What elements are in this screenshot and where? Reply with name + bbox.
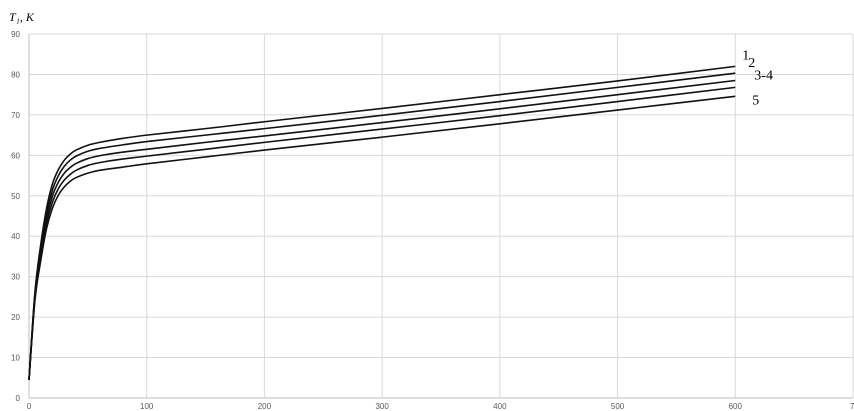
- y-tick-label: 70: [11, 111, 20, 120]
- y-axis-label: T₁, K: [9, 10, 35, 24]
- series-label: 2: [748, 56, 755, 71]
- y-tick-label: 20: [11, 313, 20, 322]
- series-line-2: [28, 72, 736, 380]
- series-line-5: [28, 95, 736, 380]
- x-tick-label: 0: [27, 402, 32, 411]
- series-label: 3-4: [754, 69, 773, 84]
- series-line-3: [28, 79, 736, 380]
- y-tick-label: 60: [11, 151, 20, 160]
- x-tick-label: 600: [729, 402, 743, 411]
- x-tick-label: 300: [375, 402, 389, 411]
- x-tick-label: 200: [258, 402, 272, 411]
- y-tick-label: 10: [11, 354, 20, 363]
- x-tick-label: 100: [140, 402, 154, 411]
- series-line-4: [28, 86, 736, 380]
- x-tick-label: 400: [493, 402, 507, 411]
- series-line-1: [28, 65, 736, 380]
- series-label: 5: [752, 93, 759, 108]
- y-tick-label: 30: [11, 273, 20, 282]
- y-tick-label: 0: [16, 394, 21, 403]
- y-tick-label: 50: [11, 192, 20, 201]
- x-tick-label: 500: [611, 402, 625, 411]
- x-tick-label: 700: [850, 402, 854, 411]
- y-tick-label: 80: [11, 70, 20, 79]
- y-tick-label: 90: [11, 30, 20, 39]
- series-label: 1: [742, 48, 749, 63]
- y-tick-label: 40: [11, 232, 20, 241]
